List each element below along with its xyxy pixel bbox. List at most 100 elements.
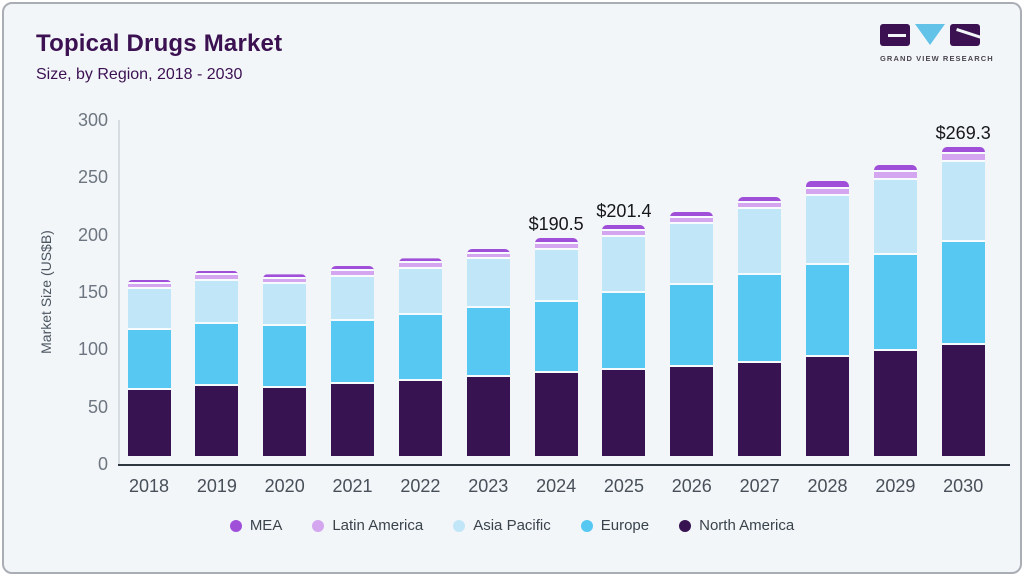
y-tick-label: 250 [77, 167, 108, 188]
y-tick-label: 100 [77, 339, 108, 360]
bar-segment-asia-pacific [534, 249, 578, 302]
x-tick-label: 2030 [943, 476, 984, 496]
bar-segment-asia-pacific [398, 268, 442, 315]
logo-v-triangle-icon [915, 24, 945, 45]
bar-segment-asia-pacific [602, 237, 646, 294]
bar-2022 [398, 258, 442, 456]
bar-segment-asia-pacific [466, 259, 510, 309]
bar-segment-north-america [466, 377, 510, 456]
total-value-label: $269.3 [935, 123, 991, 144]
bar-segment-mea [195, 270, 239, 276]
bar-2018 [127, 280, 171, 456]
legend-color-dot-icon [679, 519, 692, 532]
bar-2020 [263, 274, 307, 456]
bar-segment-europe [263, 325, 307, 388]
bar-2019 [195, 270, 239, 456]
bar-segment-europe [941, 242, 985, 345]
legend-label: MEA [249, 517, 283, 534]
bar-2026 [670, 211, 714, 456]
x-tick-label: 2024 [536, 476, 577, 496]
logo-wordmark: GRAND VIEW RESEARCH [880, 54, 994, 63]
bar-segment-latin-america [602, 231, 646, 238]
bar-segment-north-america [263, 387, 307, 456]
bar-segment-europe [806, 265, 849, 357]
bar-segment-latin-america [195, 275, 239, 281]
bar-segment-north-america [941, 344, 985, 456]
bar-2024 [534, 237, 578, 456]
legend-item-asia-pacific: Asia Pacific [453, 517, 551, 534]
total-value-label: $201.4 [596, 201, 652, 222]
x-tick-label: 2028 [807, 476, 848, 496]
bar-segment-mea [398, 258, 442, 264]
legend-item-latin-america: Latin America [312, 517, 423, 534]
bar-segment-mea [331, 265, 375, 271]
bar-segment-north-america [534, 373, 578, 456]
bar-segment-europe [127, 330, 171, 391]
legend-label: Latin America [332, 517, 424, 534]
y-tick-label: 150 [77, 282, 108, 302]
x-tick-label: 2020 [264, 476, 305, 496]
bar-segment-asia-pacific [195, 280, 239, 324]
y-tick-label: 300 [77, 110, 108, 130]
page-title: Topical Drugs Market [36, 30, 283, 57]
bar-2027 [738, 196, 782, 456]
x-axis-line [118, 464, 1010, 466]
legend-item-europe: Europe [580, 517, 650, 534]
legend-label: North America [699, 517, 795, 534]
bar-segment-north-america [738, 362, 782, 456]
bar-segment-latin-america [534, 243, 578, 250]
bar-segment-mea [534, 237, 578, 244]
legend-color-dot-icon [453, 519, 466, 532]
bar-segment-mea [873, 165, 917, 173]
gvr-logo-marks [880, 24, 980, 48]
legend-color-dot-icon [580, 519, 593, 532]
bar-segment-europe [738, 275, 782, 363]
legend-item-north-america: North America [679, 517, 794, 534]
legend-label: Europe [600, 517, 650, 534]
gvr-logo: GRAND VIEW RESEARCH [880, 24, 994, 63]
bar-segment-latin-america [398, 263, 442, 269]
bar-segment-asia-pacific [670, 224, 714, 286]
x-tick-label: 2022 [400, 476, 441, 496]
x-tick-label: 2021 [332, 476, 373, 496]
bar-segment-latin-america [806, 188, 849, 197]
bar-segment-latin-america [331, 270, 375, 277]
x-tick-label: 2029 [875, 476, 916, 496]
bar-segment-north-america [806, 356, 849, 456]
bar-segment-latin-america [873, 172, 917, 181]
legend-color-dot-icon [312, 519, 325, 532]
bar-segment-europe [398, 314, 442, 382]
bar-segment-mea [602, 225, 646, 232]
bar-segment-north-america [670, 366, 714, 456]
bar-segment-mea [466, 248, 510, 255]
bar-segment-north-america [873, 350, 917, 456]
bar-segment-europe [873, 254, 917, 351]
x-tick-label: 2026 [671, 476, 712, 496]
bar-segment-asia-pacific [738, 209, 782, 276]
bar-segment-asia-pacific [331, 276, 375, 322]
x-tick-label: 2019 [196, 476, 237, 496]
bar-2029 [873, 165, 917, 456]
bar-2025 [602, 225, 646, 456]
bar-segment-north-america [398, 381, 442, 456]
bar-segment-mea [941, 147, 985, 154]
bar-segment-asia-pacific [127, 289, 171, 331]
bar-segment-asia-pacific [873, 180, 917, 255]
bar-segment-europe [466, 308, 510, 378]
bar-segment-north-america [195, 386, 239, 456]
bar-segment-latin-america [263, 278, 307, 285]
x-tick-label: 2018 [128, 476, 170, 496]
bar-segment-latin-america [738, 203, 782, 210]
x-tick-label: 2023 [468, 476, 509, 496]
y-tick-label: 50 [87, 396, 108, 417]
legend-label: Asia Pacific [473, 517, 551, 534]
y-tick-label: 200 [77, 224, 108, 245]
bar-segment-latin-america [466, 254, 510, 260]
logo-r-block-icon [950, 24, 980, 46]
logo-g-block-icon [880, 24, 910, 46]
bar-segment-mea [263, 274, 307, 279]
total-value-label: $190.5 [528, 213, 584, 234]
bar-segment-north-america [127, 390, 171, 456]
bar-segment-latin-america [941, 153, 985, 163]
